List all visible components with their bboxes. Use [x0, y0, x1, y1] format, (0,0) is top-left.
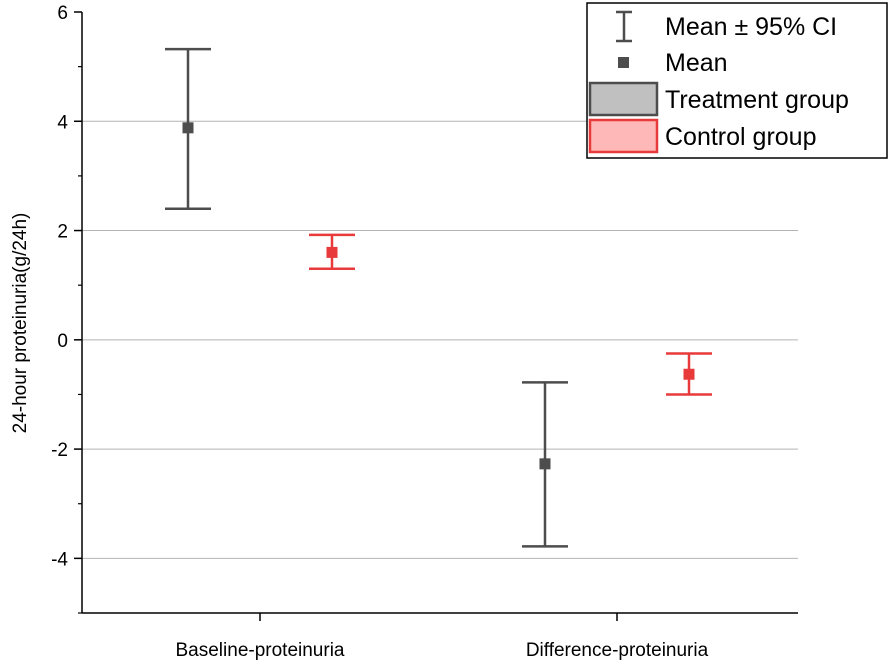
control-group-mean-point [683, 368, 695, 380]
y-tick-label: 4 [57, 112, 68, 133]
legend-mean-icon [618, 57, 629, 68]
legend-ci-label: Mean ± 95% CI [665, 13, 837, 41]
grid-layer [82, 120, 798, 559]
treatment-group-mean-point [539, 458, 551, 470]
y-tick-label: 2 [57, 222, 68, 243]
x-ticks: Baseline-proteinuria Difference-proteinur… [176, 613, 709, 661]
legend-ci-icon [616, 10, 632, 43]
legend: Mean ± 95% CI Mean Treatment group Contr… [586, 2, 888, 159]
legend-box [586, 2, 888, 159]
legend-treatment-label: Treatment group [665, 86, 849, 114]
y-tick-label: -4 [51, 549, 68, 570]
y-tick-label: 0 [57, 331, 68, 352]
y-axis-title: 24-hour proteinuria(g/24h) [10, 213, 31, 434]
legend-control-label: Control group [665, 123, 816, 151]
legend-mean-label: Mean [665, 49, 728, 77]
legend-treatment-swatch [588, 81, 659, 117]
y-tick-label: 6 [57, 3, 68, 24]
data-marks [165, 47, 712, 548]
y-tick-label: -2 [51, 440, 68, 461]
y-ticks: -4 -2 0 2 4 6 [51, 3, 82, 614]
control-group-mean-point [326, 246, 338, 258]
treatment-group-mean-point [182, 122, 194, 134]
axis-layer [81, 12, 798, 614]
legend-control-swatch [588, 118, 659, 154]
x-tick-label: Baseline-proteinuria [176, 640, 345, 661]
x-tick-label: Difference-proteinuria [526, 640, 709, 661]
